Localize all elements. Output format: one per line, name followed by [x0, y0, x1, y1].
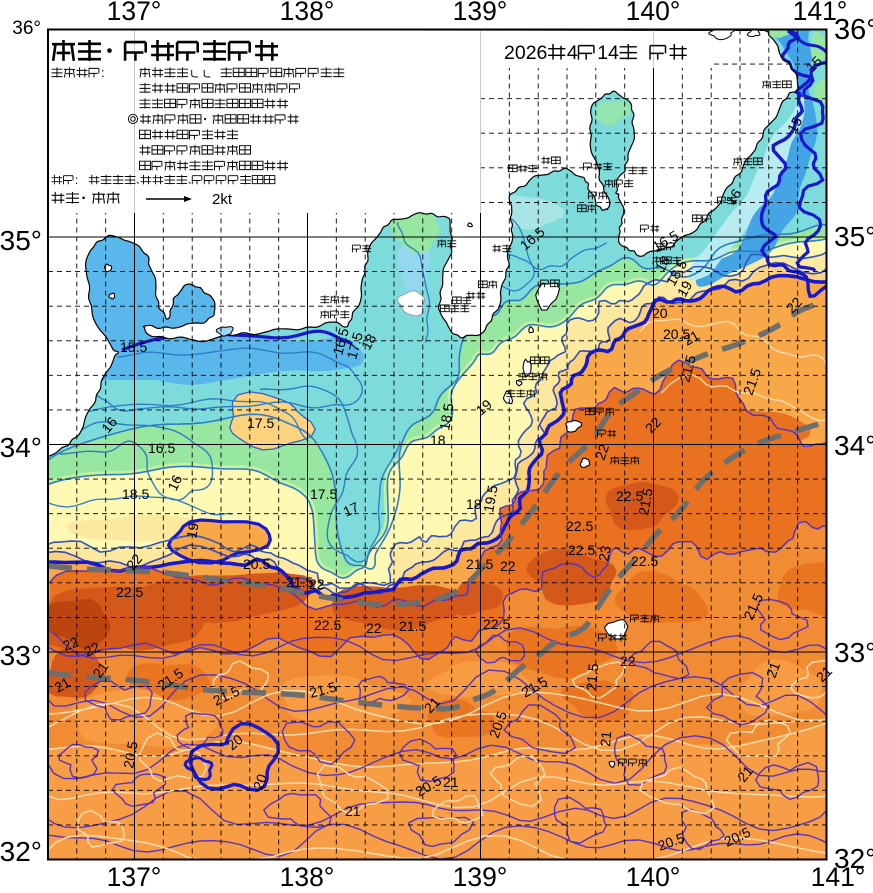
- svg-text:20.5: 20.5: [120, 740, 141, 770]
- svg-text:18: 18: [358, 331, 380, 353]
- svg-text:18.5: 18.5: [436, 402, 457, 432]
- svg-text:32°: 32°: [834, 843, 873, 874]
- svg-text:21: 21: [681, 327, 703, 349]
- svg-text:21.5: 21.5: [466, 556, 493, 572]
- svg-text:138°: 138°: [280, 862, 335, 888]
- svg-text:22: 22: [82, 639, 103, 660]
- svg-text:21.5: 21.5: [286, 574, 313, 590]
- svg-text:138°: 138°: [280, 0, 335, 26]
- svg-text:18: 18: [466, 496, 482, 512]
- svg-text:14: 14: [597, 42, 619, 64]
- svg-text:32°: 32°: [0, 836, 42, 867]
- svg-text:21.5: 21.5: [676, 353, 699, 384]
- svg-text:17.5: 17.5: [310, 486, 337, 502]
- svg-text:22: 22: [500, 558, 516, 574]
- svg-text:34°: 34°: [834, 430, 873, 461]
- svg-text:17.5: 17.5: [247, 415, 274, 431]
- svg-text:141°: 141°: [811, 862, 866, 888]
- svg-text:21: 21: [52, 674, 74, 696]
- svg-text:18: 18: [430, 432, 446, 448]
- svg-text:22: 22: [309, 576, 325, 592]
- svg-text:140°: 140°: [626, 862, 681, 888]
- svg-text:139°: 139°: [453, 862, 508, 888]
- svg-text:19: 19: [183, 521, 201, 539]
- svg-text:137°: 137°: [107, 0, 162, 26]
- svg-text:16: 16: [164, 472, 185, 493]
- svg-text:22: 22: [61, 633, 81, 653]
- svg-text:19.5: 19.5: [480, 484, 501, 514]
- svg-text:22: 22: [620, 653, 636, 669]
- svg-text:20: 20: [250, 772, 270, 792]
- svg-text:21: 21: [763, 660, 783, 680]
- svg-text:17.5: 17.5: [343, 330, 366, 361]
- svg-text:33°: 33°: [834, 637, 873, 668]
- svg-text:22.5: 22.5: [631, 553, 658, 569]
- svg-text:22.5: 22.5: [566, 518, 593, 534]
- svg-text:22: 22: [366, 620, 382, 636]
- svg-text:16.5: 16.5: [329, 326, 352, 357]
- svg-text:21.5: 21.5: [308, 678, 339, 701]
- svg-text:18.5: 18.5: [122, 486, 149, 502]
- svg-text:21.5: 21.5: [399, 618, 426, 634]
- svg-text:36°: 36°: [834, 14, 873, 46]
- svg-text:22.5: 22.5: [483, 616, 510, 632]
- svg-text:140°: 140°: [626, 0, 681, 26]
- svg-text:15.5: 15.5: [120, 339, 147, 355]
- svg-text:139°: 139°: [453, 0, 508, 26]
- svg-text:35°: 35°: [834, 221, 873, 252]
- svg-text:21.5: 21.5: [635, 487, 656, 517]
- svg-text:21: 21: [345, 803, 361, 819]
- svg-text:22.5: 22.5: [314, 617, 341, 633]
- svg-text:20: 20: [652, 305, 668, 321]
- svg-text:22.5: 22.5: [116, 584, 143, 600]
- svg-text:15: 15: [784, 114, 806, 136]
- svg-text:141°: 141°: [793, 0, 848, 26]
- svg-text:16.5: 16.5: [148, 440, 175, 456]
- svg-text:137°: 137°: [107, 862, 162, 888]
- svg-text:19: 19: [674, 278, 696, 300]
- svg-text:33°: 33°: [0, 640, 42, 671]
- svg-text:20.5: 20.5: [243, 556, 270, 572]
- svg-text:17: 17: [341, 499, 362, 520]
- svg-text:21: 21: [597, 730, 614, 747]
- svg-text:22.5: 22.5: [616, 488, 643, 504]
- svg-text:4: 4: [567, 42, 578, 64]
- svg-text:34°: 34°: [0, 432, 42, 463]
- svg-text:22: 22: [592, 442, 612, 462]
- svg-text:23: 23: [595, 544, 613, 562]
- svg-text:2kt: 2kt: [212, 191, 233, 208]
- svg-text::: :: [75, 173, 78, 187]
- svg-text:35°: 35°: [0, 225, 42, 256]
- svg-text:22.5: 22.5: [568, 542, 595, 558]
- svg-text:21: 21: [443, 774, 459, 790]
- svg-text:20.5: 20.5: [663, 326, 690, 342]
- svg-text::: :: [101, 66, 104, 80]
- svg-text:21.5: 21.5: [583, 663, 601, 692]
- svg-text:2026: 2026: [504, 42, 547, 64]
- svg-text:36°: 36°: [12, 18, 41, 39]
